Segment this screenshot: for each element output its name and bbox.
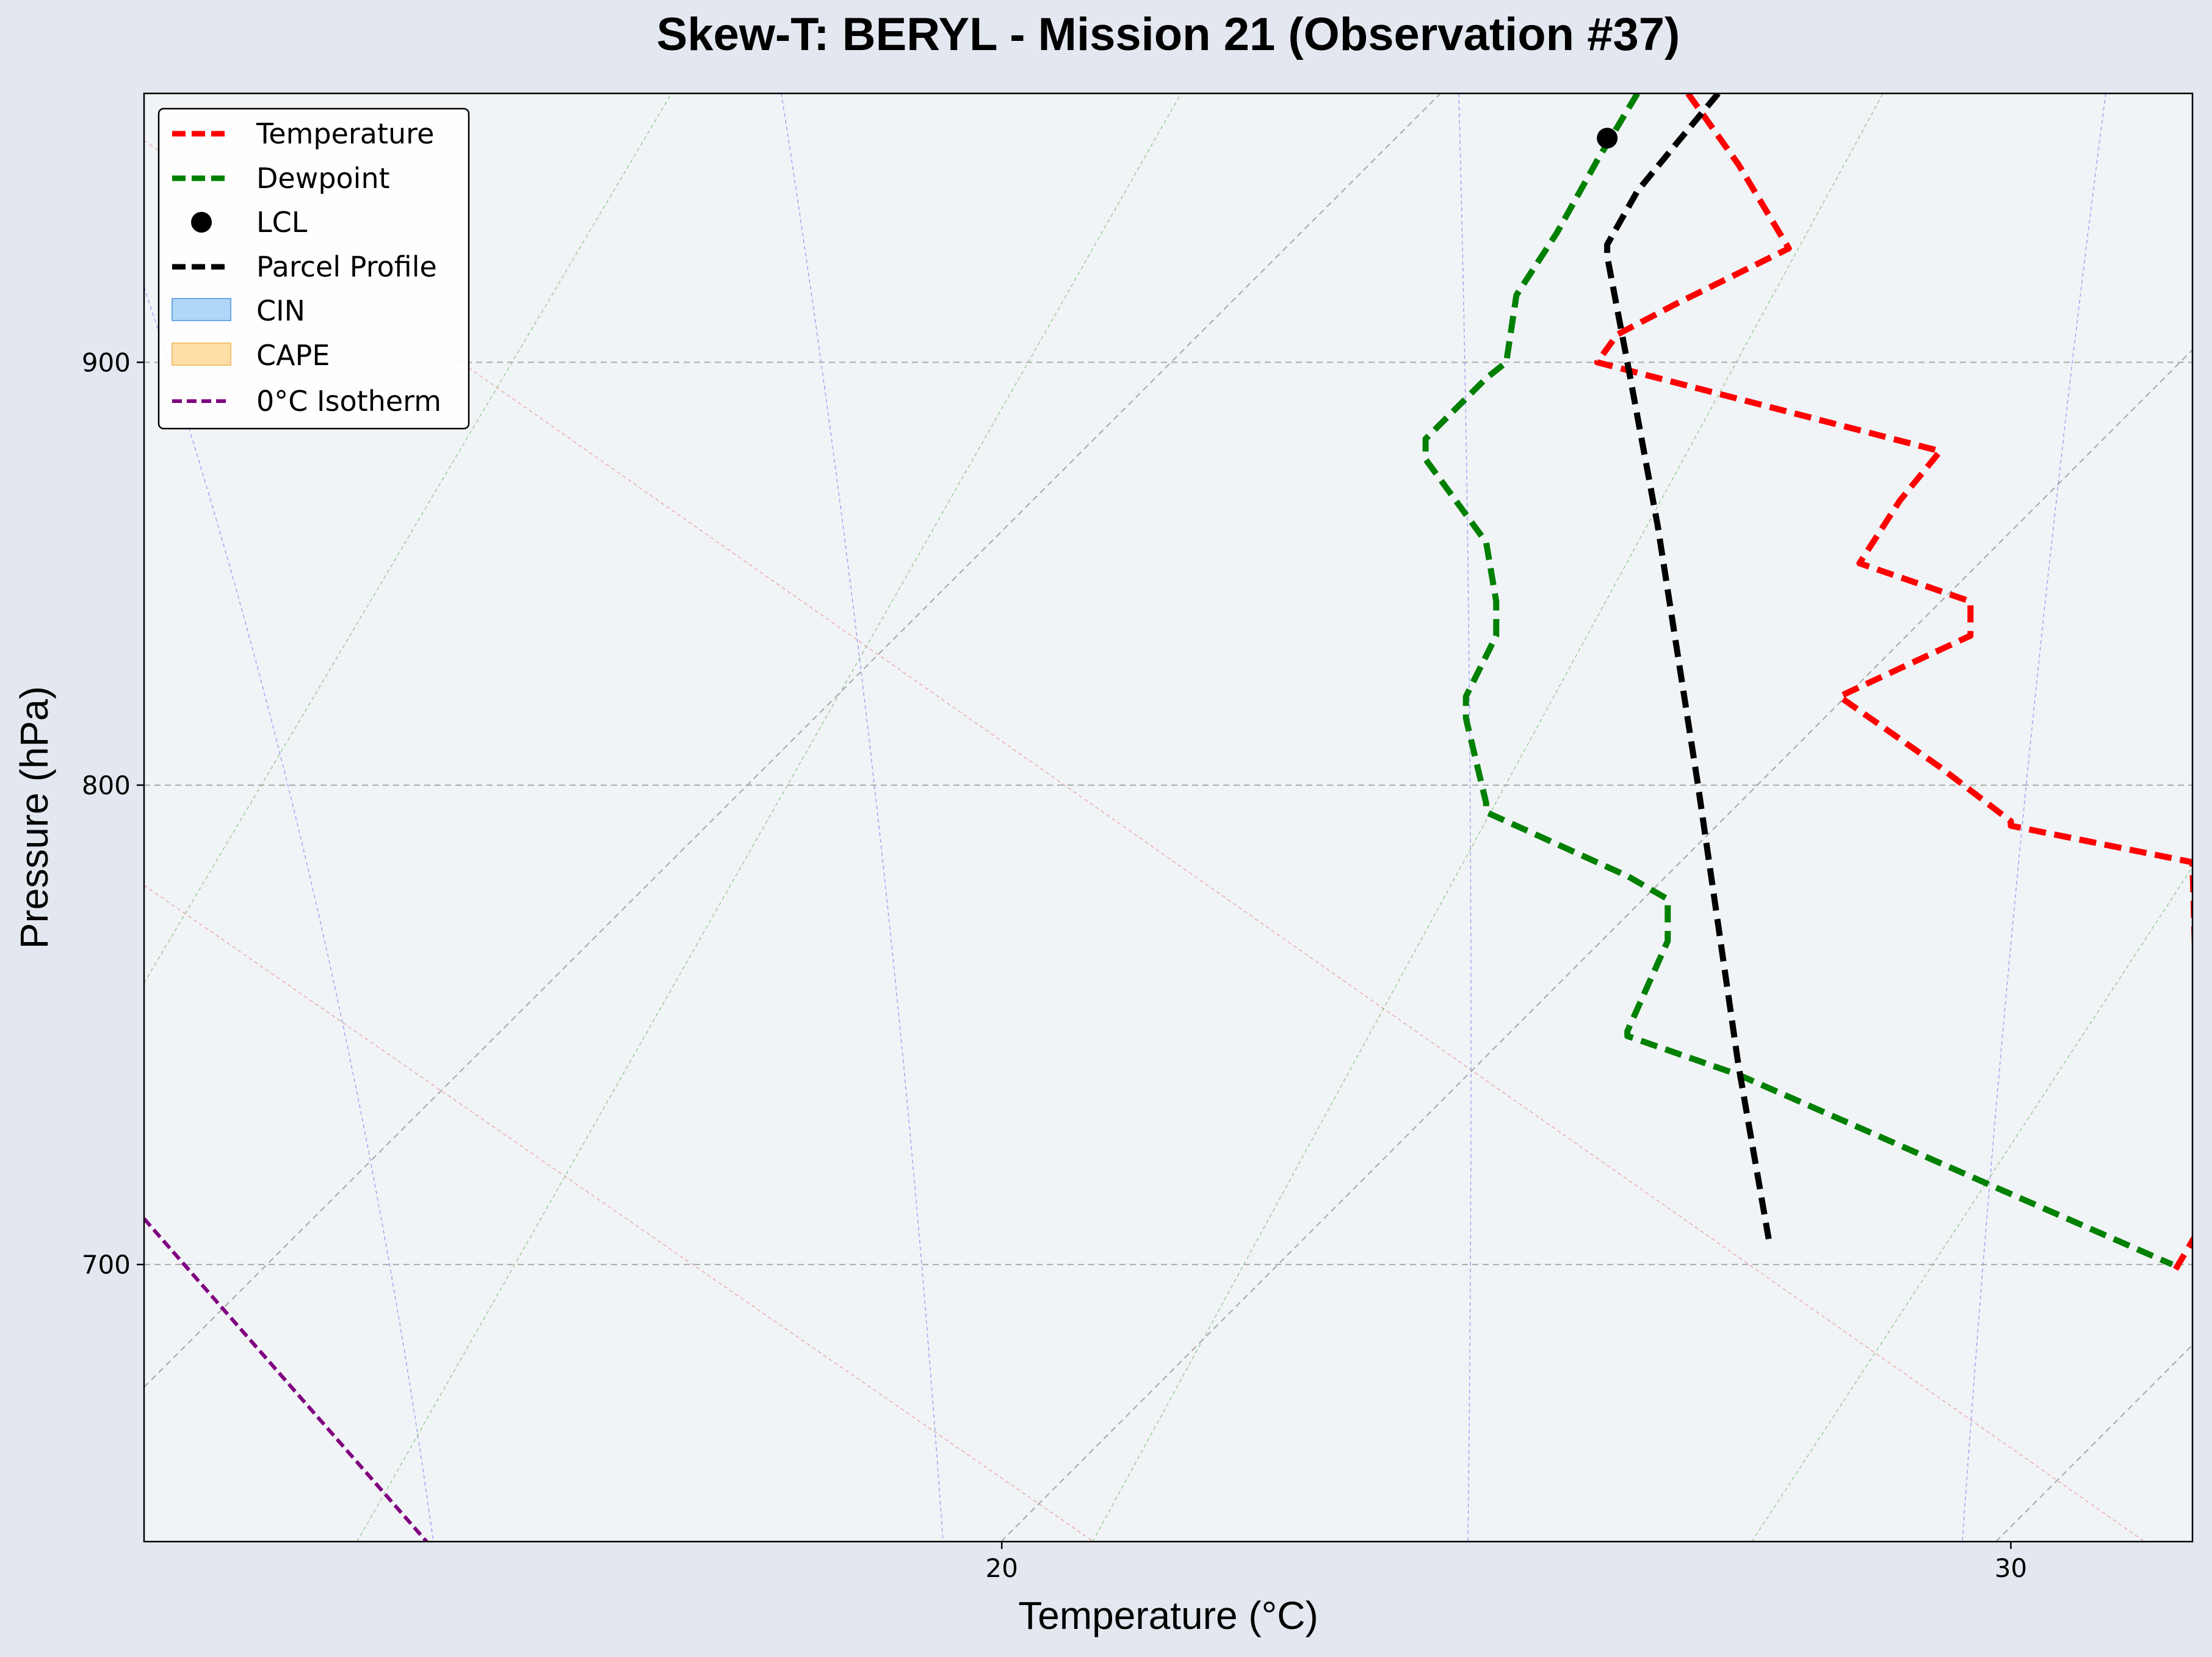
y-tick-label: 700 bbox=[82, 1250, 131, 1280]
legend-temperature-label: Temperature bbox=[256, 117, 434, 150]
marker-layer bbox=[1597, 128, 1618, 149]
x-axis-label: Temperature (°C) bbox=[1018, 1594, 1318, 1637]
0-c-isotherm-line bbox=[144, 1217, 428, 1542]
legend-isotherm-label: 0°C Isotherm bbox=[256, 385, 441, 418]
legend-dewpoint-label: Dewpoint bbox=[256, 162, 390, 195]
legend-cape-swatch bbox=[172, 343, 231, 366]
axis-ticks: 700 800 900 20 30 bbox=[82, 347, 2027, 1583]
y-axis-label: Pressure (hPa) bbox=[12, 686, 56, 949]
legend-box bbox=[157, 107, 470, 430]
parcel-profile-line bbox=[1604, 93, 1772, 1240]
dewpoint-line bbox=[1422, 93, 2174, 1267]
mixing-ratio-line bbox=[781, 93, 944, 1542]
grid-lines bbox=[144, 361, 2192, 1266]
mixing-ratio-line bbox=[1962, 93, 2106, 1542]
mixing-ratio-line bbox=[1458, 93, 1472, 1542]
legend-lcl-label: LCL bbox=[256, 206, 308, 239]
moist-adiabat-line bbox=[356, 93, 1182, 1542]
skewed-isotherm-line bbox=[144, 93, 1441, 1388]
x-tick-label: 30 bbox=[1995, 1553, 2027, 1583]
dry-adiabat-line bbox=[144, 140, 2145, 1542]
background-lines bbox=[144, 93, 2192, 1542]
legend: Temperature Dewpoint LCL Parcel Profile … bbox=[157, 107, 470, 430]
temperature-line bbox=[1594, 93, 2192, 1277]
legend-cin-swatch bbox=[172, 298, 231, 321]
mixing-ratio-line bbox=[144, 286, 434, 1542]
skewed-isotherm-line bbox=[1995, 1344, 2192, 1542]
x-tick-label: 20 bbox=[985, 1553, 1017, 1583]
legend-cin-label: CIN bbox=[256, 294, 305, 327]
skewed-isotherm-line bbox=[1000, 349, 2192, 1542]
plot-frame bbox=[143, 92, 2194, 1543]
legend-lcl-swatch bbox=[191, 212, 212, 233]
lcl-marker bbox=[1597, 128, 1618, 149]
legend-cape-label: CAPE bbox=[256, 339, 330, 372]
legend-parcel-label: Parcel Profile bbox=[256, 250, 437, 283]
y-tick-label: 900 bbox=[82, 347, 131, 377]
plot-area bbox=[144, 93, 2192, 1542]
dry-adiabat-line bbox=[144, 885, 1094, 1542]
chart-title: Skew-T: BERYL - Mission 21 (Observation … bbox=[657, 9, 1680, 60]
y-tick-label: 800 bbox=[82, 770, 131, 800]
moist-adiabat-line bbox=[144, 93, 672, 984]
series-layer bbox=[144, 93, 2192, 1542]
